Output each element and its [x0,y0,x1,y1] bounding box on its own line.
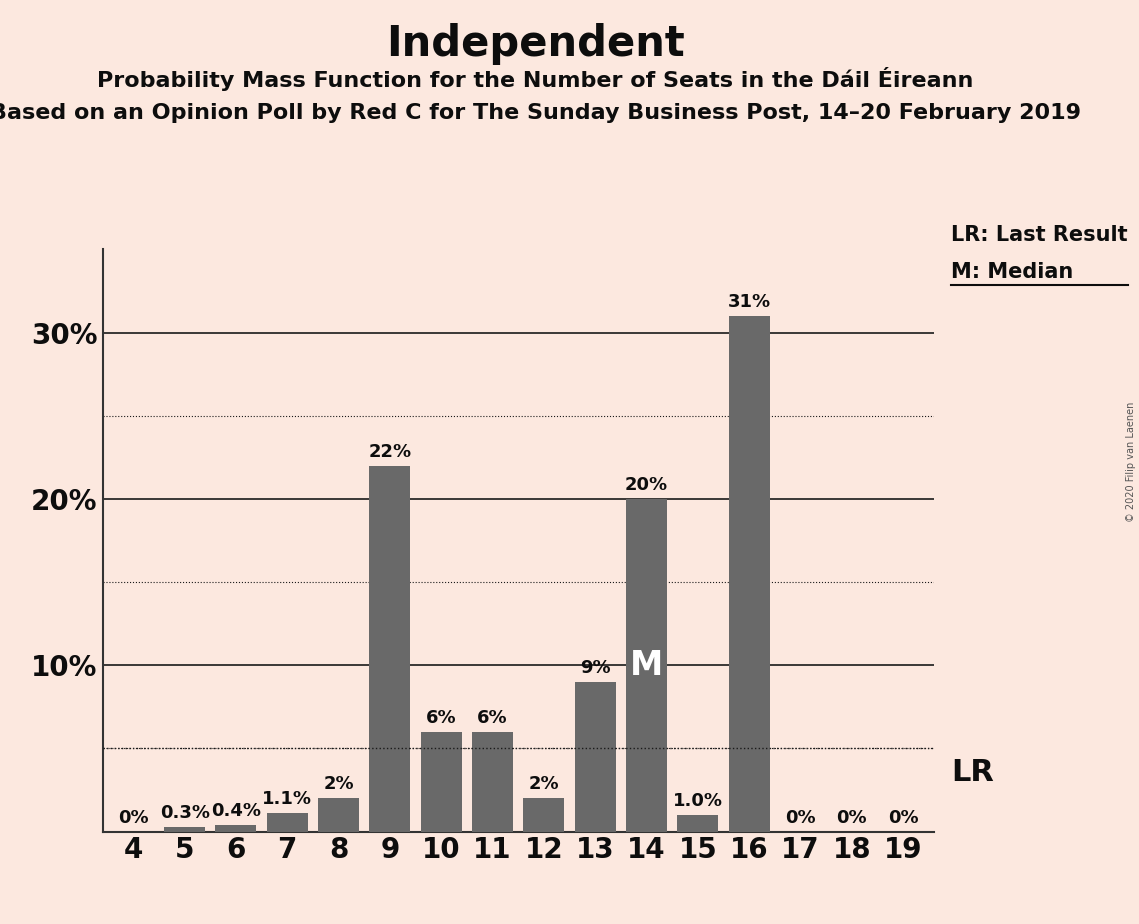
Text: LR: LR [951,758,994,786]
Text: 0%: 0% [118,808,148,827]
Bar [678,815,719,832]
Bar [729,316,770,832]
Text: M: Median: M: Median [951,261,1073,282]
Text: M: M [630,649,663,682]
Text: 20%: 20% [625,476,669,494]
Text: LR: Last Result: LR: Last Result [951,225,1128,245]
Bar [267,813,308,832]
Text: 6%: 6% [477,709,508,727]
Bar [524,798,565,832]
Text: 2%: 2% [528,775,559,794]
Bar [369,466,410,832]
Bar [626,499,667,832]
Bar [318,798,359,832]
Bar [420,732,461,832]
Text: 1.0%: 1.0% [673,792,723,810]
Text: Probability Mass Function for the Number of Seats in the Dáil Éireann: Probability Mass Function for the Number… [97,67,974,91]
Bar [472,732,513,832]
Text: 0%: 0% [836,808,867,827]
Text: 0%: 0% [785,808,816,827]
Text: 2%: 2% [323,775,354,794]
Text: 9%: 9% [580,659,611,677]
Text: 0%: 0% [888,808,918,827]
Bar [164,827,205,832]
Bar [215,825,256,832]
Text: 22%: 22% [368,443,411,461]
Bar [575,682,616,832]
Text: 31%: 31% [728,293,771,311]
Text: Based on an Opinion Poll by Red C for The Sunday Business Post, 14–20 February 2: Based on an Opinion Poll by Red C for Th… [0,103,1081,124]
Text: 0.3%: 0.3% [159,804,210,821]
Text: 6%: 6% [426,709,457,727]
Text: 1.1%: 1.1% [262,790,312,808]
Text: 0.4%: 0.4% [211,802,261,820]
Text: Independent: Independent [386,23,685,65]
Text: © 2020 Filip van Laenen: © 2020 Filip van Laenen [1126,402,1136,522]
